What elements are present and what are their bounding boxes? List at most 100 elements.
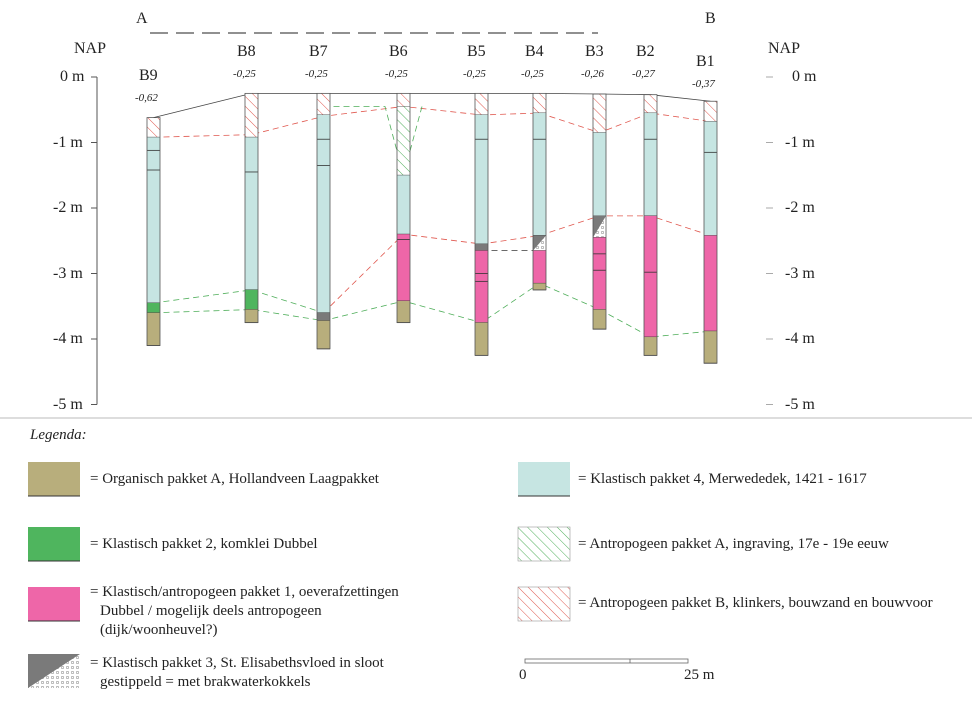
borehole-elevation: -0,27 xyxy=(632,68,655,80)
borehole-name: B1 xyxy=(696,53,715,70)
borehole-name: B9 xyxy=(139,67,158,84)
layer-klastisch3-dark xyxy=(533,235,546,251)
axis-title-left: NAP xyxy=(74,40,107,57)
layer-organisch xyxy=(593,309,606,330)
layer-klastisch-antropogeen1 xyxy=(593,237,606,310)
legend-item-klastisch3: = Klastisch pakket 3, St. Elisabethsvloe… xyxy=(90,654,384,692)
correlation-antropogeen-a-right xyxy=(403,106,423,176)
layer-organisch xyxy=(147,312,160,346)
borehole-b9 xyxy=(146,117,161,346)
legend-text-line: = Organisch pakket A, Hollandveen Laagpa… xyxy=(90,471,379,487)
borehole-b5 xyxy=(474,92,489,356)
borehole-elevation: -0,62 xyxy=(135,92,158,104)
legend-text-line: = Klastisch pakket 3, St. Elisabethsvloe… xyxy=(90,655,384,671)
layer-klastisch2 xyxy=(245,289,258,310)
layer-klastisch-antropogeen1 xyxy=(475,250,488,323)
right-tick-label: -2 m xyxy=(785,199,815,216)
borehole-name: B3 xyxy=(585,43,604,60)
layer-organisch xyxy=(533,283,546,290)
legend-swatch-antropogeen-a xyxy=(517,526,571,562)
scale-start: 0 xyxy=(519,667,527,683)
layer-antropogeen-b xyxy=(593,94,606,133)
legend-swatch-klastisch2 xyxy=(28,527,80,562)
right-tick-label: -3 m xyxy=(785,264,815,282)
correlation-antropogeen-a-left xyxy=(323,106,404,176)
axis-title-right: NAP xyxy=(768,40,801,57)
borehole-b8 xyxy=(244,92,259,324)
borehole-b2 xyxy=(643,94,658,356)
layer-organisch xyxy=(475,322,488,356)
layer-klastisch4 xyxy=(317,114,330,313)
layer-antropogeen-a xyxy=(397,106,410,176)
legend-swatch-klastisch3 xyxy=(28,654,80,688)
borehole-elevation: -0,25 xyxy=(521,68,544,80)
right-tick-label: -1 m xyxy=(785,133,815,151)
legend-swatch-klastisch-antropogeen1 xyxy=(28,587,80,622)
borehole-b1 xyxy=(703,100,718,364)
borehole-elevation: -0,26 xyxy=(581,68,604,80)
layer-klastisch3-dark xyxy=(593,215,606,238)
borehole-outline xyxy=(146,117,161,346)
correlation-lines xyxy=(153,92,711,338)
borehole-elevation: -0,25 xyxy=(305,68,328,80)
legend-text-line: gestippeld = met brakwaterkokkels xyxy=(100,674,311,690)
legend-swatch-antropogeen-b xyxy=(517,586,571,622)
borehole-name: B4 xyxy=(525,43,544,60)
layer-organisch xyxy=(704,331,717,364)
legend-text-line: = Klastisch pakket 2, komklei Dubbel xyxy=(90,536,318,552)
legend-item-organisch: = Organisch pakket A, Hollandveen Laagpa… xyxy=(90,470,379,489)
borehole-elevation: -0,25 xyxy=(463,68,486,80)
borehole-elevation: -0,25 xyxy=(233,68,256,80)
left-tick-label: -1 m xyxy=(53,133,83,151)
legend-text-line: Dubbel / mogelijk deels antropogeen xyxy=(100,603,322,619)
layer-klastisch4 xyxy=(245,137,258,290)
borehole-name: B8 xyxy=(237,43,256,60)
correlation-antropogeen-b xyxy=(153,106,711,138)
legend-text-line: = Klastisch/antropogeen pakket 1, oevera… xyxy=(90,584,399,600)
borehole-elevation: -0,25 xyxy=(385,68,408,80)
layer-klastisch4 xyxy=(397,175,410,235)
borehole-name: B2 xyxy=(636,43,655,60)
legend-text-line: = Klastisch pakket 4, Merwededek, 1421 -… xyxy=(578,471,867,487)
borehole-outline xyxy=(703,100,718,364)
left-tick-label: -2 m xyxy=(53,199,83,216)
right-tick-label: -5 m xyxy=(785,395,815,413)
borehole-b6 xyxy=(396,92,411,324)
right-tick-label: -4 m xyxy=(785,330,815,347)
borehole-outline xyxy=(532,92,547,291)
borehole-outline xyxy=(643,94,658,356)
legend-item-klastisch-antropogeen1: = Klastisch/antropogeen pakket 1, oevera… xyxy=(90,583,399,640)
left-tick-label: -5 m xyxy=(53,395,83,413)
legend-title: Legenda: xyxy=(30,427,87,443)
borehole-outline xyxy=(316,92,331,350)
left-tick-label: -4 m xyxy=(53,330,83,347)
layer-antropogeen-b xyxy=(397,93,410,107)
left-tick-label: 0 m xyxy=(60,68,85,85)
legend-swatch-organisch xyxy=(28,462,80,497)
layer-antropogeen-b xyxy=(245,93,258,138)
borehole-name: B7 xyxy=(309,43,328,60)
surface-line xyxy=(153,92,711,118)
scale-bar xyxy=(524,658,689,664)
layer-klastisch4 xyxy=(533,113,546,236)
borehole-elevation: -0,37 xyxy=(692,78,715,90)
borehole-outline xyxy=(396,92,411,324)
legend-item-antropogeen-a: = Antropogeen pakket A, ingraving, 17e -… xyxy=(578,535,889,554)
correlation-klastisch2 xyxy=(153,289,324,314)
borehole-name: B5 xyxy=(467,43,486,60)
layer-klastisch4 xyxy=(644,113,657,216)
layer-antropogeen-b xyxy=(704,101,717,122)
scale-end: 25 m xyxy=(684,667,715,683)
layer-klastisch3 xyxy=(317,312,330,321)
layer-klastisch-antropogeen1 xyxy=(704,235,717,332)
borehole-outline xyxy=(474,92,489,356)
layer-klastisch4 xyxy=(704,121,717,236)
legend-swatches xyxy=(28,462,571,688)
correlation-organisch xyxy=(153,282,711,338)
layer-klastisch3 xyxy=(475,244,488,251)
left-tick-label: -3 m xyxy=(53,264,83,282)
layer-antropogeen-b xyxy=(475,93,488,115)
layer-organisch xyxy=(317,320,330,349)
borehole-b7 xyxy=(316,92,331,350)
layer-klastisch-antropogeen1 xyxy=(397,234,410,302)
